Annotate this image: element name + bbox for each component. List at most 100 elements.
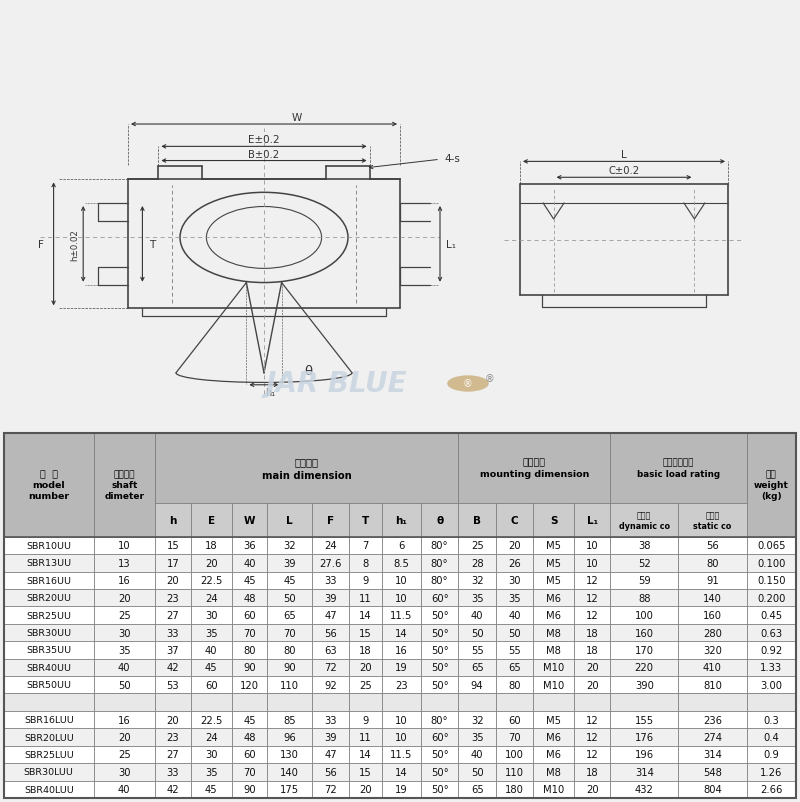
Text: SBR40UU: SBR40UU [26, 663, 71, 672]
Bar [678, 764, 746, 780]
Text: 48: 48 [243, 732, 256, 742]
Bar [350, 676, 382, 694]
Bar [746, 694, 796, 711]
Bar [496, 642, 534, 658]
Bar [678, 780, 746, 798]
Bar [382, 554, 421, 572]
Text: M6: M6 [546, 610, 562, 620]
Text: 1.26: 1.26 [760, 767, 782, 777]
Bar [267, 537, 312, 554]
Text: 11.5: 11.5 [390, 750, 413, 759]
Text: 37: 37 [166, 645, 179, 655]
Bar [232, 624, 267, 642]
Bar [94, 728, 155, 746]
Bar [94, 694, 155, 711]
Bar [574, 572, 610, 589]
Text: 1.33: 1.33 [760, 662, 782, 673]
Text: ®: ® [485, 374, 494, 383]
Bar [232, 606, 267, 624]
Bar [574, 606, 610, 624]
Bar [155, 433, 458, 504]
Bar [155, 606, 190, 624]
Bar [496, 728, 534, 746]
Text: 50°: 50° [430, 628, 449, 638]
Bar [350, 764, 382, 780]
Text: SBR25UU: SBR25UU [26, 611, 71, 620]
Text: 15: 15 [359, 628, 372, 638]
Text: 65: 65 [508, 662, 521, 673]
Text: 32: 32 [471, 715, 483, 725]
Bar [746, 676, 796, 694]
Bar [4, 624, 94, 642]
Bar [4, 572, 94, 589]
Bar [4, 642, 94, 658]
Text: 26: 26 [508, 558, 521, 568]
Text: 56: 56 [324, 767, 337, 777]
Bar [458, 780, 496, 798]
Text: SBR13UU: SBR13UU [26, 559, 71, 568]
Bar [534, 711, 574, 728]
Text: 33: 33 [324, 576, 337, 585]
Bar [678, 589, 746, 606]
Text: 50: 50 [471, 767, 483, 777]
Text: 0.150: 0.150 [757, 576, 786, 585]
Bar [421, 606, 458, 624]
Text: M6: M6 [546, 750, 562, 759]
Text: 35: 35 [205, 767, 218, 777]
Text: h±0.02: h±0.02 [70, 229, 79, 261]
Text: M10: M10 [543, 662, 565, 673]
Bar [267, 642, 312, 658]
Text: 274: 274 [703, 732, 722, 742]
Bar [574, 728, 610, 746]
Text: S: S [550, 516, 558, 525]
Text: 314: 314 [703, 750, 722, 759]
Bar [574, 537, 610, 554]
Bar [421, 711, 458, 728]
Bar [350, 642, 382, 658]
Text: 10: 10 [395, 732, 407, 742]
Text: 20: 20 [586, 784, 598, 794]
Text: 14: 14 [359, 610, 372, 620]
Text: 12: 12 [586, 732, 598, 742]
Bar [155, 658, 190, 676]
Bar [267, 728, 312, 746]
Bar [232, 711, 267, 728]
Bar [4, 780, 94, 798]
Bar [496, 676, 534, 694]
Bar [610, 589, 678, 606]
Bar [155, 504, 190, 537]
Bar [574, 746, 610, 764]
Text: 80°: 80° [431, 715, 449, 725]
Bar [534, 780, 574, 798]
Bar [610, 537, 678, 554]
Text: E±0.2: E±0.2 [248, 135, 280, 145]
Bar [155, 764, 190, 780]
Bar [678, 694, 746, 711]
Bar [574, 642, 610, 658]
Bar [267, 589, 312, 606]
Text: 23: 23 [166, 593, 179, 603]
Bar [232, 676, 267, 694]
Bar [746, 589, 796, 606]
Text: 50°: 50° [430, 767, 449, 777]
Bar [678, 728, 746, 746]
Text: 20: 20 [586, 680, 598, 690]
Bar [94, 642, 155, 658]
Text: 20: 20 [359, 784, 372, 794]
Text: F: F [327, 516, 334, 525]
Bar [312, 642, 350, 658]
Text: 20: 20 [359, 662, 372, 673]
Ellipse shape [447, 376, 489, 392]
Bar [534, 554, 574, 572]
Bar [421, 746, 458, 764]
Bar [678, 658, 746, 676]
Bar [312, 624, 350, 642]
Text: 0.92: 0.92 [760, 645, 782, 655]
Bar [610, 606, 678, 624]
Text: 安装尺寸
mounting dimension: 安装尺寸 mounting dimension [479, 458, 589, 479]
Bar [4, 694, 94, 711]
Text: 12: 12 [586, 576, 598, 585]
Text: 6: 6 [398, 541, 405, 551]
Text: B: B [473, 516, 481, 525]
Text: 14: 14 [395, 628, 407, 638]
